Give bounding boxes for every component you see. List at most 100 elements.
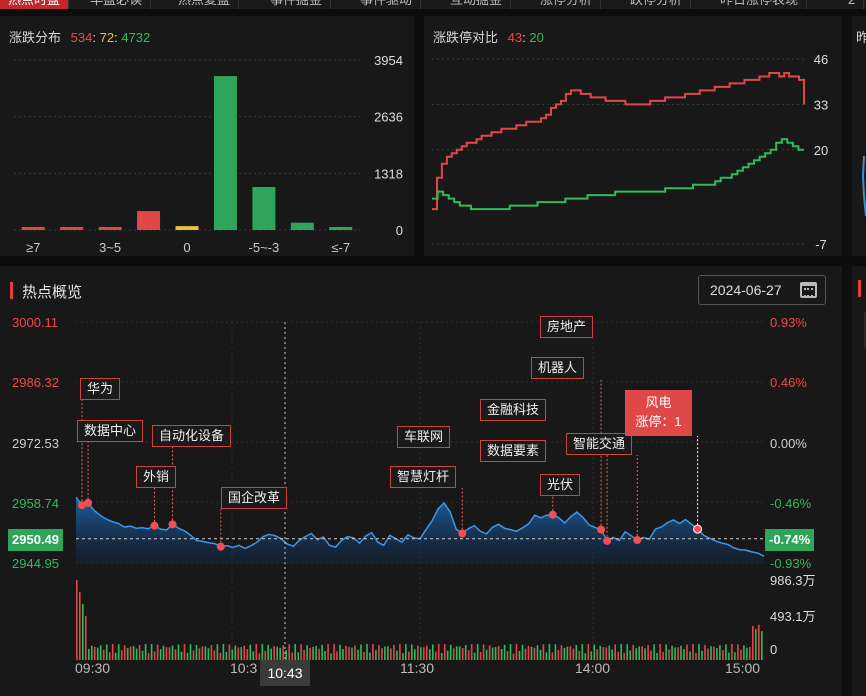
right-panel-clipped: 昨 <box>852 16 866 256</box>
volume-bar <box>204 646 207 660</box>
limit-down-count: 20 <box>529 30 544 45</box>
dist-bar <box>290 222 314 230</box>
right-panel-2-clipped <box>852 266 866 696</box>
tag-smart-transport[interactable]: 智能交通 <box>566 433 633 455</box>
volume-bar <box>255 644 258 660</box>
volume-bar <box>393 644 395 660</box>
volume-bar <box>132 646 135 660</box>
dist-xlabel: -5~-3 <box>249 240 280 255</box>
date-picker[interactable]: 2024-06-27 <box>698 275 826 305</box>
volume-bar <box>467 650 470 660</box>
volume-bar <box>237 647 240 660</box>
top-tab-bar: 热点时盘 早盘必读 热点复盘 事件掘金 事件驱动 互动掘金 涨停分析 跌停分析 … <box>0 0 866 9</box>
right-panel-2-title-bar <box>858 280 861 297</box>
volume-bar <box>710 646 712 660</box>
tab-limit-up-analysis[interactable]: 涨停分析 <box>532 0 602 9</box>
dist-bar <box>60 227 84 230</box>
dist-panel: 涨跌分布 534: 72: 4732 3954 2636 1318 0 ≥7 3~5 0 -5… <box>0 16 414 256</box>
tag-smart-lamppost[interactable]: 智慧灯杆 <box>390 466 457 488</box>
dist-bar <box>252 187 276 230</box>
volume-bar <box>261 644 264 660</box>
tag-soe-reform[interactable]: 国企改革 <box>221 487 288 509</box>
cursor-time-box: 10:43 <box>260 660 310 686</box>
tab-hot-intraday[interactable]: 热点时盘 <box>0 0 70 9</box>
volume-bar <box>306 645 308 660</box>
volume-bar <box>189 644 192 660</box>
tag-connected-vehicles[interactable]: 车联网 <box>397 426 451 448</box>
tab-morning-read[interactable]: 早盘必读 <box>82 0 152 9</box>
vol-label-mid: 493.1万 <box>770 609 816 624</box>
yleft-label-3: 2972.53 <box>12 436 59 451</box>
tag-data-center[interactable]: 数据中心 <box>77 420 144 442</box>
volume-bar <box>668 649 670 660</box>
volume-bar <box>114 652 117 660</box>
tab-interactive-mining[interactable]: 互动掘金 <box>442 0 512 9</box>
volume-bar <box>174 649 177 660</box>
yright-label-4: -0.46% <box>770 496 812 511</box>
volume-bar <box>602 647 605 660</box>
volume-bar <box>641 646 643 660</box>
limit-ytick-label: 33 <box>814 97 828 112</box>
volume-bar <box>387 646 389 660</box>
volume-bar <box>569 646 572 660</box>
tab-yesterday-limit-up[interactable]: 昨日涨停表现 <box>712 0 808 9</box>
limit-line-chart: 46 33 20 -7 <box>432 52 828 252</box>
volume-bar <box>82 604 84 660</box>
volume-bar <box>303 649 305 660</box>
volume-bar <box>503 644 506 660</box>
volume-bar <box>497 645 500 660</box>
dist-xlabel: ≤-7 <box>331 240 350 255</box>
volume-bar <box>354 645 356 660</box>
volume-bar <box>662 651 664 660</box>
overview-title-bar <box>10 282 13 299</box>
volume-bar <box>449 644 452 660</box>
dist-ytick-label: 3954 <box>374 53 403 68</box>
event-marker-dot <box>78 501 87 510</box>
volume-bar <box>584 653 587 660</box>
dist-down-count: 4732 <box>121 30 151 45</box>
wind-power-callout[interactable]: 风电 涨停：1 <box>625 390 692 436</box>
volume-bar <box>455 646 458 660</box>
limit-up-line <box>432 72 805 211</box>
volume-bar <box>707 648 709 660</box>
tag-huawei[interactable]: 华为 <box>80 378 121 400</box>
event-marker-dot <box>84 498 93 507</box>
volume-bar <box>581 644 584 660</box>
volume-bar <box>437 644 440 660</box>
dist-ytick-label: 1318 <box>374 166 403 181</box>
volume-bar <box>399 644 401 660</box>
event-marker-dot <box>597 525 606 534</box>
volume-bar <box>210 645 213 660</box>
tag-fintech[interactable]: 金融科技 <box>480 399 547 421</box>
tab-event-mining[interactable]: 事件掘金 <box>262 0 332 9</box>
overview-title: 热点概览 <box>22 284 83 301</box>
volume-bar <box>165 647 168 660</box>
dist-bar <box>137 211 161 230</box>
tag-robots[interactable]: 机器人 <box>531 357 585 379</box>
tab-more[interactable]: 2 <box>840 0 865 9</box>
limit-panel: 涨跌停对比 43: 20 46 33 20 -7 <box>424 16 842 256</box>
tab-hot-review[interactable]: 热点复盘 <box>170 0 240 9</box>
tag-automation-equipment[interactable]: 自动化设备 <box>152 425 232 447</box>
volume-bar <box>542 644 545 660</box>
dist-ytick-label: 2636 <box>374 110 403 125</box>
volume-bar <box>144 644 147 660</box>
tab-limit-down-analysis[interactable]: 跌停分析 <box>622 0 692 9</box>
tag-real-estate[interactable]: 房地产 <box>540 316 594 338</box>
volume-bar <box>488 645 491 660</box>
volume-bar <box>623 652 625 660</box>
volume-bar <box>162 645 165 660</box>
volume-bar <box>545 652 548 660</box>
volume-bar <box>150 644 153 660</box>
vol-label-max: 986.3万 <box>770 573 816 588</box>
right-panel-chart <box>861 155 866 217</box>
tag-photovoltaic[interactable]: 光伏 <box>540 474 581 496</box>
limit-ytick-label: 46 <box>814 52 828 67</box>
volume-bar <box>141 650 144 660</box>
tab-event-driven[interactable]: 事件驱动 <box>352 0 422 9</box>
tag-export-sales[interactable]: 外销 <box>136 466 177 488</box>
volume-bar <box>464 645 467 660</box>
tag-data-elements[interactable]: 数据要素 <box>480 440 547 462</box>
calendar-icon[interactable] <box>800 282 817 298</box>
volume-bar <box>411 644 413 660</box>
